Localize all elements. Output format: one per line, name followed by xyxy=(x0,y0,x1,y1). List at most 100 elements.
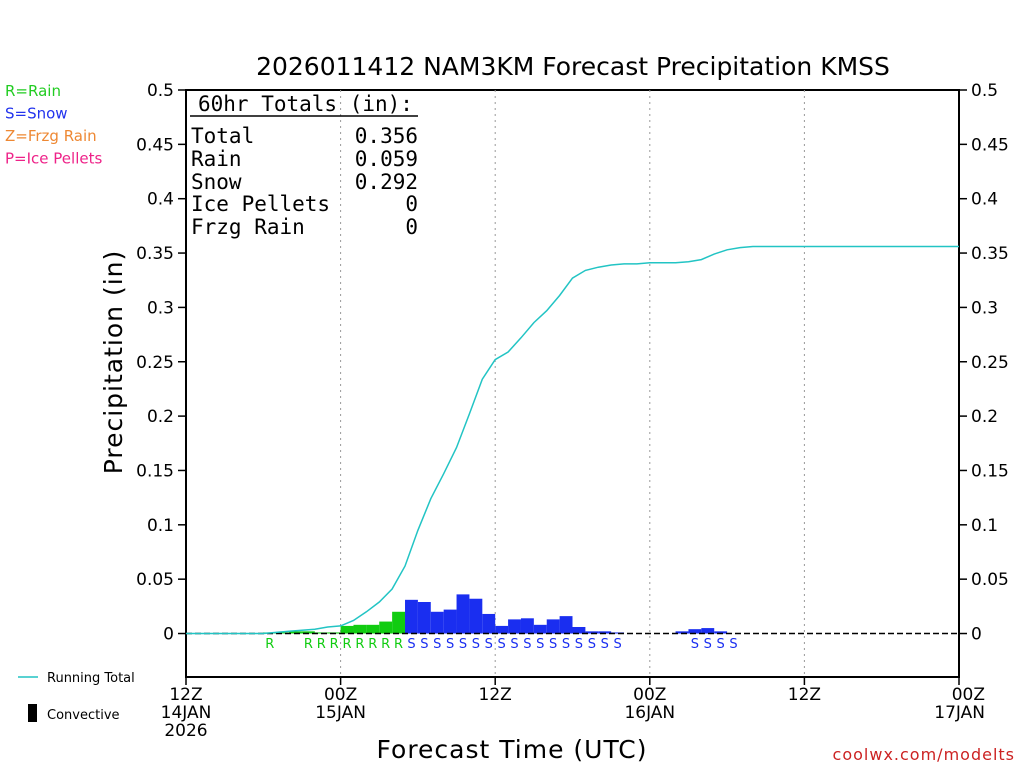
y-tick-label-left: 0.15 xyxy=(136,461,174,481)
precip-bar xyxy=(379,621,393,634)
precip-bar xyxy=(520,618,534,634)
gridlines xyxy=(340,90,805,677)
x-tick-label: 12Z xyxy=(169,685,202,705)
type-marker: R xyxy=(265,637,274,652)
type-marker: S xyxy=(523,637,531,652)
y-tick-label-left: 0.5 xyxy=(147,81,174,101)
y-tick-label-right: 0.15 xyxy=(971,461,1009,481)
type-marker: R xyxy=(368,637,377,652)
type-marker: S xyxy=(407,637,415,652)
y-tick-label-left: 0.25 xyxy=(136,353,174,373)
type-marker: S xyxy=(562,637,570,652)
watermark: coolwx.com/modelts xyxy=(833,745,1015,764)
precip-bar xyxy=(405,599,418,634)
type-marker: S xyxy=(472,637,480,652)
totals-value-total: 0.356 xyxy=(355,124,418,148)
plot-frame xyxy=(185,89,960,678)
type-marker: S xyxy=(717,637,725,652)
type-marker: S xyxy=(446,637,454,652)
y-axis-label: Precipitation (in) xyxy=(99,250,128,475)
y-axis-right: 0 0.05 0.1 0.15 0.2 0.25 0.3 0.35 0.4 0.45 0.5 xyxy=(959,81,1009,645)
y-tick-label-right: 0.35 xyxy=(971,244,1009,264)
y-tick-label-right: 0 xyxy=(971,625,982,645)
totals-label-frzg-rain: Frzg Rain xyxy=(191,215,305,239)
y-tick-label-right: 0.45 xyxy=(971,135,1009,155)
precip-bar xyxy=(289,631,302,634)
x-tick-label: 00Z xyxy=(952,685,985,705)
precip-bar xyxy=(598,631,612,634)
type-marker: S xyxy=(459,637,467,652)
type-marker: S xyxy=(588,637,596,652)
precip-bar xyxy=(366,624,380,634)
precip-bar xyxy=(546,619,560,634)
chart-title: 2026011412 NAM3KM Forecast Precipitation… xyxy=(256,52,890,81)
type-legend-item: R=Rain xyxy=(5,82,61,100)
totals-box: 60hr Totals (in): Total 0.356 Rain 0.059… xyxy=(190,92,418,239)
precip-bar xyxy=(392,611,406,634)
x-axis-label: Forecast Time (UTC) xyxy=(377,735,648,764)
type-marker: S xyxy=(575,637,583,652)
type-marker: R xyxy=(355,637,364,652)
y-tick-label-right: 0.4 xyxy=(971,190,998,210)
y-tick-label-left: 0.2 xyxy=(147,407,174,427)
type-marker: R xyxy=(343,637,352,652)
x-tick-label: 12Z xyxy=(788,685,821,705)
precip-bar xyxy=(572,626,586,634)
y-tick-label-left: 0.1 xyxy=(147,516,174,536)
precip-bar xyxy=(430,611,444,634)
precip-bar xyxy=(508,619,521,634)
y-tick-label-right: 0.05 xyxy=(971,570,1009,590)
x-tick-label: 2026 xyxy=(164,721,207,741)
type-legend-item: Z=Frzg Rain xyxy=(5,127,97,145)
totals-label-rain: Rain xyxy=(191,147,242,171)
y-tick-label-right: 0.25 xyxy=(971,353,1009,373)
totals-value-snow: 0.292 xyxy=(355,170,418,194)
type-legend: R=Rain S=Snow Z=Frzg Rain P=Ice Pellets xyxy=(5,82,102,168)
precip-bar xyxy=(469,598,483,634)
type-marker: R xyxy=(317,637,326,652)
precip-bar xyxy=(701,628,715,634)
precip-bar xyxy=(276,632,290,634)
y-tick-label-right: 0.5 xyxy=(971,81,998,101)
x-tick-label: 17JAN xyxy=(934,703,985,723)
type-marker: S xyxy=(613,637,621,652)
y-tick-label-left: 0.45 xyxy=(136,135,174,155)
precip-bar xyxy=(340,625,354,634)
y-tick-label-left: 0.05 xyxy=(136,570,174,590)
precip-bar xyxy=(456,594,470,634)
convective-legend-swatch xyxy=(28,704,37,722)
type-legend-item: S=Snow xyxy=(5,105,68,123)
precip-bar xyxy=(417,601,431,634)
y-tick-label-right: 0.1 xyxy=(971,516,998,536)
convective-legend-label: Convective xyxy=(47,708,120,723)
type-marker: R xyxy=(381,637,390,652)
type-marker: R xyxy=(304,637,313,652)
totals-label-ice-pellets: Ice Pellets xyxy=(191,192,330,216)
type-marker: S xyxy=(691,637,699,652)
series-legend: Running Total Convective xyxy=(18,671,135,723)
type-marker: R xyxy=(330,637,339,652)
precip-bar xyxy=(585,631,599,634)
precip-bar xyxy=(301,631,315,634)
x-tick-label: 12Z xyxy=(479,685,512,705)
x-tick-label: 00Z xyxy=(324,685,357,705)
precip-bar xyxy=(353,624,367,634)
precip-bar xyxy=(495,625,509,634)
type-legend-item: P=Ice Pellets xyxy=(5,150,102,168)
x-tick-label: 15JAN xyxy=(315,703,366,723)
type-marker: S xyxy=(549,637,557,652)
precip-bar xyxy=(443,609,457,634)
type-marker: S xyxy=(485,637,493,652)
type-marker: S xyxy=(601,637,609,652)
y-tick-label-left: 0.4 xyxy=(147,190,174,210)
y-tick-label-left: 0.35 xyxy=(136,244,174,264)
type-marker: S xyxy=(729,637,737,652)
y-tick-label-left: 0.3 xyxy=(147,298,174,318)
precip-bar xyxy=(559,616,573,634)
running-total-legend-label: Running Total xyxy=(47,671,135,686)
precip-bar xyxy=(688,629,702,634)
totals-label-total: Total xyxy=(191,124,254,148)
